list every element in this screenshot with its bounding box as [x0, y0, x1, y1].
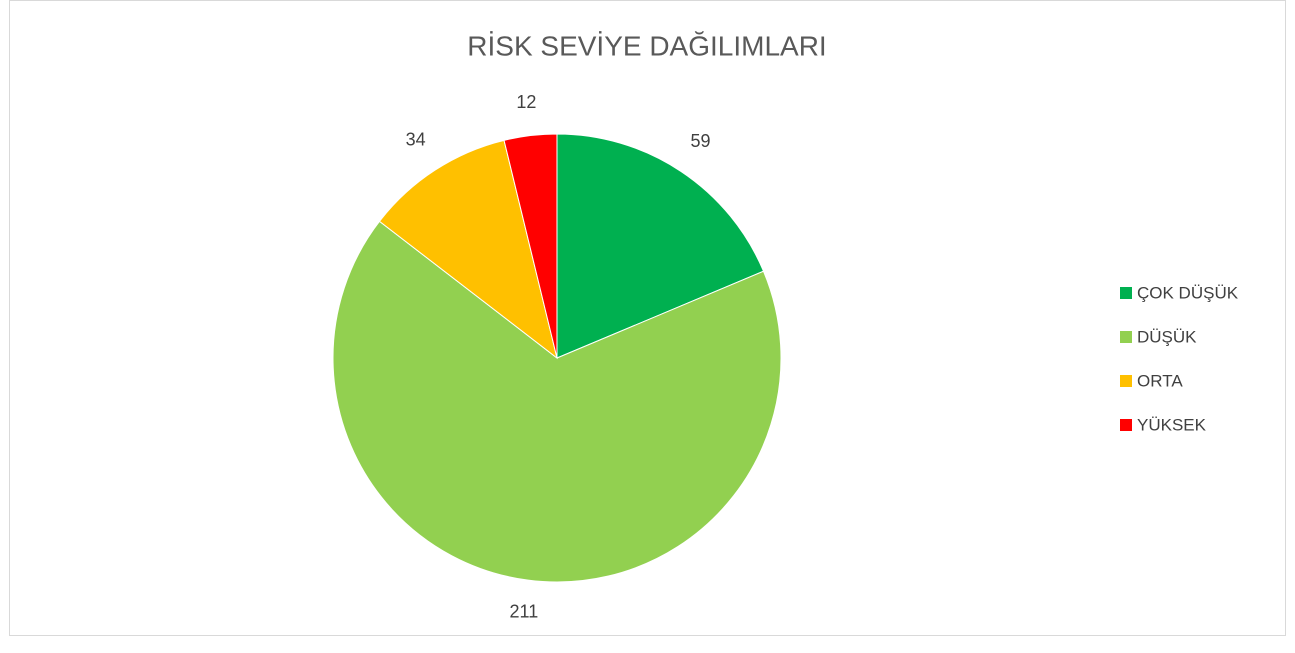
legend-swatch [1120, 419, 1132, 431]
pie-slice [332, 220, 782, 583]
data-label: 34 [406, 129, 426, 149]
legend-swatch [1120, 287, 1132, 299]
pie-slice [503, 133, 558, 359]
data-label: 59 [691, 131, 711, 151]
chart-title: RİSK SEVİYE DAĞILIMLARI [467, 30, 826, 61]
legend-label: ÇOK DÜŞÜK [1137, 283, 1239, 302]
pie-slice [556, 133, 765, 359]
legend-swatch [1120, 375, 1132, 387]
legend-swatch [1120, 331, 1132, 343]
pie-slice [378, 139, 558, 360]
data-label: 211 [510, 601, 539, 621]
legend-label: DÜŞÜK [1137, 327, 1197, 346]
data-label: 12 [516, 92, 536, 112]
legend-label: YÜKSEK [1137, 415, 1207, 434]
legend-label: ORTA [1137, 371, 1183, 390]
